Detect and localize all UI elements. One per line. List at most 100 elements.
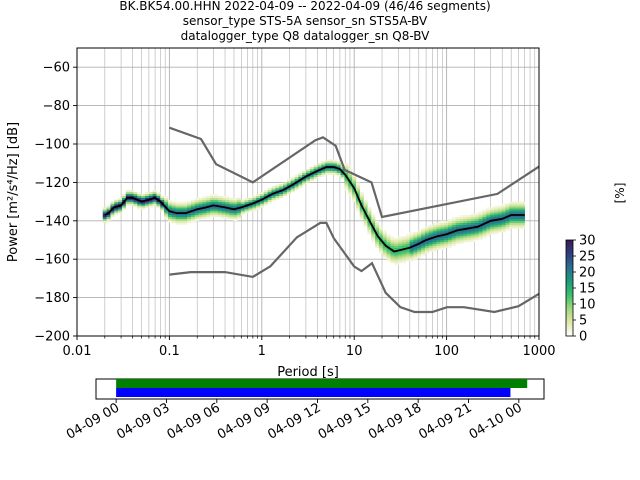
heatmap-cell [413,234,418,237]
heatmap-cell [501,205,506,208]
heatmap-cell [417,247,422,250]
heatmap-cell [436,245,441,248]
heatmap-cell [141,195,146,198]
heatmap-cell [486,226,491,229]
heatmap-cell [317,163,322,166]
heatmap-cell [225,197,230,200]
heatmap-cell [118,199,123,202]
heatmap-cell [298,182,303,185]
heatmap-cell [213,201,219,204]
heatmap-cell [494,207,499,210]
heatmap-cell [355,186,361,189]
heatmap-cell [405,245,410,248]
heatmap-cell [279,193,284,197]
heatmap-cell [444,245,449,248]
heatmap-cell [447,222,453,225]
heatmap-cell [187,201,192,204]
heatmap-cell [497,226,502,229]
heatmap-cell [118,207,123,210]
mean-line [104,166,525,253]
heatmap-cell [183,209,188,212]
heatmap-cell [459,224,464,227]
heatmap-cell [194,205,199,208]
heatmap-cell [114,213,119,216]
heatmap-cell [444,234,449,237]
heatmap-cell [229,209,234,212]
heatmap-cell [190,218,196,221]
heatmap-cell [256,205,261,208]
heatmap-cell [229,205,234,208]
x-axis-ticks: 0.01 0.1 1 10 100 1000 [63,336,556,359]
heatmap-cell [424,240,430,243]
heatmap-cell [413,240,418,243]
heatmap-cell [183,203,188,206]
heatmap-cell [447,226,453,229]
heatmap-cell [382,238,387,241]
heatmap-cell [202,211,207,214]
heatmap-cell [260,199,265,202]
colorbar-tick-label: 15 [579,282,596,297]
heatmap-cell [317,170,322,173]
heatmap-cell [244,197,249,200]
heatmap-cell [206,216,211,220]
heatmap-cell [237,199,242,202]
heatmap-cell [290,188,295,191]
heatmap-cell [401,253,407,256]
heatmap-cell [332,168,338,172]
heatmap-cell [428,245,433,248]
heatmap-cell [490,211,495,214]
heatmap-cell [463,218,468,221]
heatmap-cell [217,207,222,210]
heatmap-cell [106,207,111,210]
heatmap-cell [486,209,491,212]
heatmap-cell [371,234,376,237]
heatmap-cell [267,192,272,195]
heatmap-cell [213,207,219,210]
heatmap-cell [313,165,318,168]
heatmap-cell [417,249,422,252]
heatmap-cell [428,228,433,231]
heatmap-cell [141,203,146,206]
heatmap-cell [118,203,123,206]
heatmap-cell [279,184,284,187]
heatmap-cell [455,241,460,245]
timeline-tick-label: 04-09 21 [416,400,474,442]
heatmap-cell [110,215,115,218]
heatmap-cell [121,197,127,200]
heatmap-cell [187,209,192,212]
heatmap-cell [509,201,514,204]
heatmap-cell [179,207,184,210]
y-tick-label: −100 [34,138,70,153]
heatmap-cell [187,207,192,210]
heatmap-cell [409,257,414,260]
heatmap-cell [352,190,357,193]
heatmap-cell [378,249,384,252]
heatmap-cell [167,216,173,220]
heatmap-cell [240,213,245,216]
heatmap-cell [148,193,153,197]
heatmap-cell [463,230,468,233]
heatmap-cell [520,224,525,227]
heatmap-cell [382,234,387,237]
coverage-bar-data [116,379,528,388]
heatmap-cell [298,180,303,183]
heatmap-cell [497,215,502,218]
heatmap-cell [417,245,422,248]
heatmap-cell [102,216,107,220]
heatmap-cell [294,182,299,185]
heatmap-cell [221,199,226,202]
heatmap-cell [225,215,230,218]
heatmap-cell [336,170,341,173]
heatmap-cell [110,203,115,206]
heatmap-cell [190,207,196,210]
heatmap-cell [401,238,407,241]
heatmap-cell [298,186,303,189]
heatmap-cell [413,253,418,256]
heatmap-cell [486,234,491,237]
heatmap-cell [294,184,299,187]
heatmap-cell [409,241,414,245]
heatmap-cell [394,261,399,264]
heatmap-cell [125,203,130,206]
heatmap-cell [206,197,211,200]
heatmap-cell [363,199,368,202]
